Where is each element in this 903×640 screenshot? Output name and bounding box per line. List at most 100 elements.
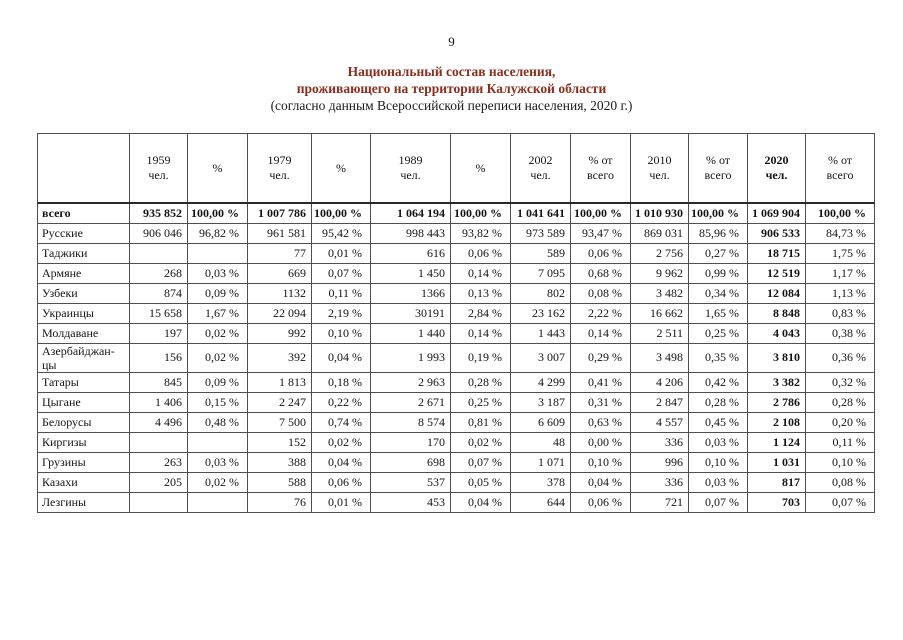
- table-cell: 644: [510, 491, 571, 513]
- table-cell: 1 041 641: [510, 202, 571, 224]
- header-cell-2: 1979 чел.: [247, 133, 312, 204]
- table-cell: 12 519: [747, 262, 806, 284]
- table-cell: 0,08 %: [805, 471, 875, 493]
- table-cell: 2 108: [747, 411, 806, 433]
- table-cell: 93,47 %: [570, 222, 631, 244]
- table-cell: 0,03 %: [688, 431, 748, 453]
- table-cell: 0,28 %: [688, 391, 748, 413]
- table-cell: 1 064 194: [370, 202, 451, 224]
- header-cell-0: 1959 чел.: [129, 133, 188, 204]
- table-cell: 268: [129, 262, 188, 284]
- table-cell: 388: [247, 451, 312, 473]
- table-cell: 84,73 %: [805, 222, 875, 244]
- table-cell: 935 852: [129, 202, 188, 224]
- table-cell: 8 848: [747, 302, 806, 324]
- table-cell: 12 084: [747, 282, 806, 304]
- table-cell: 3 482: [630, 282, 689, 304]
- table-row: всего 935 852 100,00 % 1 007 786 100,00 % 1 0…: [37, 202, 875, 224]
- table-cell: 0,81 %: [450, 411, 511, 433]
- table-cell: 0,03 %: [688, 471, 748, 493]
- table-cell: 0,09 %: [187, 371, 248, 393]
- table-cell: 100,00 %: [805, 202, 875, 224]
- table-cell: 7 500: [247, 411, 312, 433]
- table-cell: 2,84 %: [450, 302, 511, 324]
- table-cell: 0,48 %: [187, 411, 248, 433]
- table-cell: 4 043: [747, 322, 806, 344]
- table-cell: 721: [630, 491, 689, 513]
- table-cell: 1 993: [370, 342, 451, 373]
- table-cell: 0,07 %: [805, 491, 875, 513]
- table-cell: 588: [247, 471, 312, 493]
- table-cell: 170: [370, 431, 451, 453]
- table-cell: 616: [370, 242, 451, 264]
- table-cell: 0,04 %: [570, 471, 631, 493]
- table-cell: 197: [129, 322, 188, 344]
- header-cell-10: 2020 чел.: [747, 133, 806, 204]
- table-cell: 9 962: [630, 262, 689, 284]
- table-cell: 1 443: [510, 322, 571, 344]
- table-row: Армяне 268 0,03 % 669 0,07 % 1 450 0,14 % 7 095…: [37, 262, 875, 284]
- table-cell: 589: [510, 242, 571, 264]
- table-cell: 0,31 %: [570, 391, 631, 413]
- table-cell: 0,10 %: [805, 451, 875, 473]
- table-cell: [129, 431, 188, 453]
- table-cell: 1 813: [247, 371, 312, 393]
- table-cell: 2 756: [630, 242, 689, 264]
- table-cell: 100,00 %: [450, 202, 511, 224]
- table-cell: 2 963: [370, 371, 451, 393]
- document-title: Национальный состав населения, проживающ…: [0, 64, 903, 115]
- table-cell: 100,00 %: [570, 202, 631, 224]
- table-cell: 1,75 %: [805, 242, 875, 264]
- table-cell: 0,11 %: [805, 431, 875, 453]
- table-cell: 845: [129, 371, 188, 393]
- table-cell: 0,99 %: [688, 262, 748, 284]
- row-label: Армяне: [37, 262, 130, 284]
- table-cell: 0,06 %: [570, 491, 631, 513]
- title-line-2: проживающего на территории Калужской обл…: [296, 80, 607, 96]
- table-cell: 1,17 %: [805, 262, 875, 284]
- table-cell: 0,14 %: [570, 322, 631, 344]
- table-cell: 0,06 %: [311, 471, 371, 493]
- table-cell: 906 046: [129, 222, 188, 244]
- table-cell: 0,01 %: [311, 491, 371, 513]
- table-row: Русские 906 046 96,82 % 961 581 95,42 % 998 4…: [37, 222, 875, 244]
- table-cell: 0,34 %: [688, 282, 748, 304]
- table-cell: 93,82 %: [450, 222, 511, 244]
- table-cell: 1 071: [510, 451, 571, 473]
- table-cell: 3 810: [747, 342, 806, 373]
- table-cell: 0,25 %: [688, 322, 748, 344]
- table-cell: 0,10 %: [570, 451, 631, 473]
- table-cell: 0,08 %: [570, 282, 631, 304]
- table-cell: 0,36 %: [805, 342, 875, 373]
- table-cell: 23 162: [510, 302, 571, 324]
- table-cell: 0,83 %: [805, 302, 875, 324]
- header-cell-6: 2002 чел.: [510, 133, 571, 204]
- table-cell: 817: [747, 471, 806, 493]
- table-cell: 0,07 %: [688, 491, 748, 513]
- table-cell: 0,25 %: [450, 391, 511, 413]
- table-cell: 0,02 %: [311, 431, 371, 453]
- header-cell-3: %: [311, 133, 371, 204]
- row-label: Молдаване: [37, 322, 130, 344]
- table-cell: 100,00 %: [688, 202, 748, 224]
- table-cell: 0,02 %: [187, 342, 248, 373]
- table-cell: 2 511: [630, 322, 689, 344]
- table-cell: 0,68 %: [570, 262, 631, 284]
- table-cell: 4 299: [510, 371, 571, 393]
- table-cell: 0,07 %: [450, 451, 511, 473]
- table-cell: 973 589: [510, 222, 571, 244]
- row-label: Грузины: [37, 451, 130, 473]
- row-label: Узбеки: [37, 282, 130, 304]
- table-cell: 205: [129, 471, 188, 493]
- table-cell: 0,22 %: [311, 391, 371, 413]
- table-row: Лезгины 76 0,01 % 453 0,04 % 644 0,06 % 721 0,07…: [37, 491, 875, 513]
- table-cell: 0,02 %: [450, 431, 511, 453]
- table-cell: 1 406: [129, 391, 188, 413]
- table-cell: 96,82 %: [187, 222, 248, 244]
- table-cell: 0,41 %: [570, 371, 631, 393]
- table-cell: 0,06 %: [450, 242, 511, 264]
- row-label: Русские: [37, 222, 130, 244]
- row-label: Цыгане: [37, 391, 130, 413]
- table-cell: 0,10 %: [311, 322, 371, 344]
- table-cell: 0,03 %: [187, 451, 248, 473]
